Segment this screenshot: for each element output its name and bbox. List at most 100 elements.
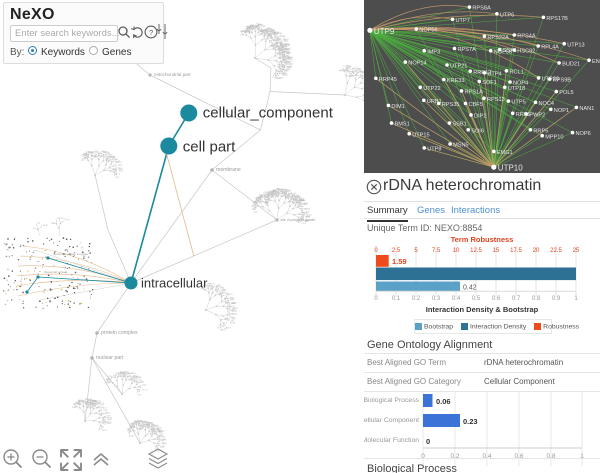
svg-text:RN2: RN2	[104, 410, 109, 412]
svg-text:ABC4: ABC4	[116, 161, 122, 164]
svg-text:17.5: 17.5	[510, 248, 522, 254]
svg-text:RRP45: RRP45	[379, 77, 397, 83]
svg-text:KX9: KX9	[254, 211, 259, 213]
svg-text:ACB1: ACB1	[91, 155, 97, 158]
svg-text:SOI6: SOI6	[471, 128, 484, 134]
svg-text:UTP15: UTP15	[412, 132, 429, 138]
svg-text:0.5: 0.5	[472, 296, 481, 302]
svg-text:cell part: cell part	[183, 139, 236, 156]
svg-text:1.59: 1.59	[392, 257, 407, 266]
svg-text:membrane: membrane	[216, 167, 241, 173]
svg-text:RPS4A: RPS4A	[517, 34, 536, 40]
svg-text:FP23: FP23	[102, 430, 108, 432]
svg-text:25: 25	[573, 248, 580, 254]
svg-text:RRP9: RRP9	[516, 112, 531, 118]
svg-text:Biological Process: Biological Process	[364, 397, 420, 404]
svg-text:RPS35: RPS35	[442, 102, 460, 108]
svg-text:15: 15	[493, 248, 500, 254]
svg-text:FP23: FP23	[65, 220, 71, 222]
svg-text:BMS1: BMS1	[395, 122, 410, 128]
svg-text:KX9: KX9	[115, 177, 120, 179]
svg-text:KX9: KX9	[137, 394, 142, 396]
svg-text:NOP1: NOP1	[554, 108, 569, 114]
svg-text:0: 0	[374, 248, 378, 254]
svg-text:0.4: 0.4	[452, 296, 461, 302]
svg-text:PLO3: PLO3	[285, 63, 291, 65]
svg-text:0.1: 0.1	[392, 296, 401, 302]
svg-text:ABC4: ABC4	[114, 173, 120, 176]
svg-text:NOP6: NOP6	[576, 131, 591, 137]
svg-text:?: ?	[149, 28, 153, 37]
svg-text:SOF1: SOF1	[482, 80, 497, 86]
svg-text:0: 0	[374, 296, 378, 302]
svg-text:7.5: 7.5	[432, 248, 441, 254]
svg-text:ribosomal protein complex: ribosomal protein complex	[53, 252, 89, 256]
svg-text:0: 0	[426, 437, 430, 446]
svg-text:QP2: QP2	[258, 34, 263, 36]
svg-text:ENP1: ENP1	[592, 59, 600, 65]
svg-text:NOP56: NOP56	[419, 28, 437, 34]
svg-text:ACB1: ACB1	[158, 429, 164, 432]
svg-text:UTP8: UTP8	[427, 147, 441, 153]
svg-text:intracellular: intracellular	[141, 276, 208, 291]
svg-text:PLO3: PLO3	[227, 294, 233, 296]
svg-text:UTP5: UTP5	[511, 100, 525, 106]
svg-text:NOP58: NOP58	[494, 49, 512, 55]
svg-text:0.6: 0.6	[492, 296, 501, 302]
svg-text:PWP2: PWP2	[529, 113, 545, 119]
svg-text:UTP9: UTP9	[374, 27, 395, 36]
svg-text:ACB1: ACB1	[232, 312, 238, 315]
svg-text:PLO3: PLO3	[142, 389, 148, 391]
svg-text:NAN1: NAN1	[579, 106, 594, 112]
svg-text:RPS22A: RPS22A	[487, 35, 509, 41]
svg-text:EMG1: EMG1	[497, 150, 513, 156]
svg-text:KX9: KX9	[348, 76, 353, 78]
svg-text:ACB1: ACB1	[43, 224, 49, 227]
svg-text:0.9: 0.9	[552, 296, 561, 302]
svg-text:PLO3: PLO3	[251, 206, 257, 208]
svg-text:RN2: RN2	[142, 384, 147, 386]
svg-text:0.7: 0.7	[512, 296, 521, 302]
svg-text:RPS8A: RPS8A	[472, 6, 491, 12]
svg-text:TR5: TR5	[161, 436, 166, 438]
svg-text:MM7: MM7	[107, 423, 112, 425]
svg-text:0.2: 0.2	[412, 296, 421, 302]
svg-text:mitochondrial part: mitochondrial part	[154, 72, 191, 77]
svg-text:FP23: FP23	[288, 60, 294, 62]
svg-text:ACB1: ACB1	[285, 50, 291, 53]
svg-text:0.06: 0.06	[436, 397, 451, 406]
svg-text:ABC4: ABC4	[220, 328, 226, 331]
svg-text:BUD21: BUD21	[562, 62, 580, 68]
svg-text:protein complex: protein complex	[101, 330, 138, 336]
svg-text:2.5: 2.5	[392, 248, 401, 254]
svg-text:1: 1	[574, 296, 578, 302]
svg-text:nuclear part: nuclear part	[96, 355, 124, 361]
svg-text:0.23: 0.23	[463, 417, 478, 426]
svg-text:HT6: HT6	[138, 429, 143, 431]
svg-text:0.3: 0.3	[432, 296, 441, 302]
svg-text:RPS9B: RPS9B	[553, 78, 572, 84]
svg-text:22.5: 22.5	[550, 248, 562, 254]
svg-text:Cellular Component: Cellular Component	[364, 417, 419, 424]
svg-text:MPP10: MPP10	[545, 134, 563, 140]
svg-text:RCL1: RCL1	[509, 69, 523, 75]
svg-text:ACB1: ACB1	[129, 435, 135, 438]
svg-text:DIP2: DIP2	[474, 114, 486, 120]
svg-text:SSB1: SSB1	[452, 122, 466, 128]
svg-text:FP23: FP23	[287, 66, 293, 68]
svg-text:RPS1A: RPS1A	[465, 90, 484, 96]
svg-text:0.8: 0.8	[532, 296, 541, 302]
svg-text:site of polarized growth: site of polarized growth	[281, 218, 316, 222]
svg-text:IMP3: IMP3	[427, 49, 440, 55]
svg-text:RPS17B: RPS17B	[546, 16, 568, 22]
svg-text:RN2: RN2	[119, 171, 124, 173]
svg-text:TR5: TR5	[265, 205, 270, 207]
svg-text:DIM1: DIM1	[391, 104, 404, 110]
svg-text:RPL4A: RPL4A	[541, 45, 559, 51]
svg-text:ribosomal subunit: ribosomal subunit	[44, 270, 68, 274]
svg-text:NOC4: NOC4	[539, 101, 555, 107]
svg-text:UTP7: UTP7	[456, 18, 470, 24]
svg-text:KRE33: KRE33	[447, 78, 465, 84]
svg-text:UTP18: UTP18	[508, 86, 525, 92]
svg-text:ABC4: ABC4	[102, 406, 108, 409]
